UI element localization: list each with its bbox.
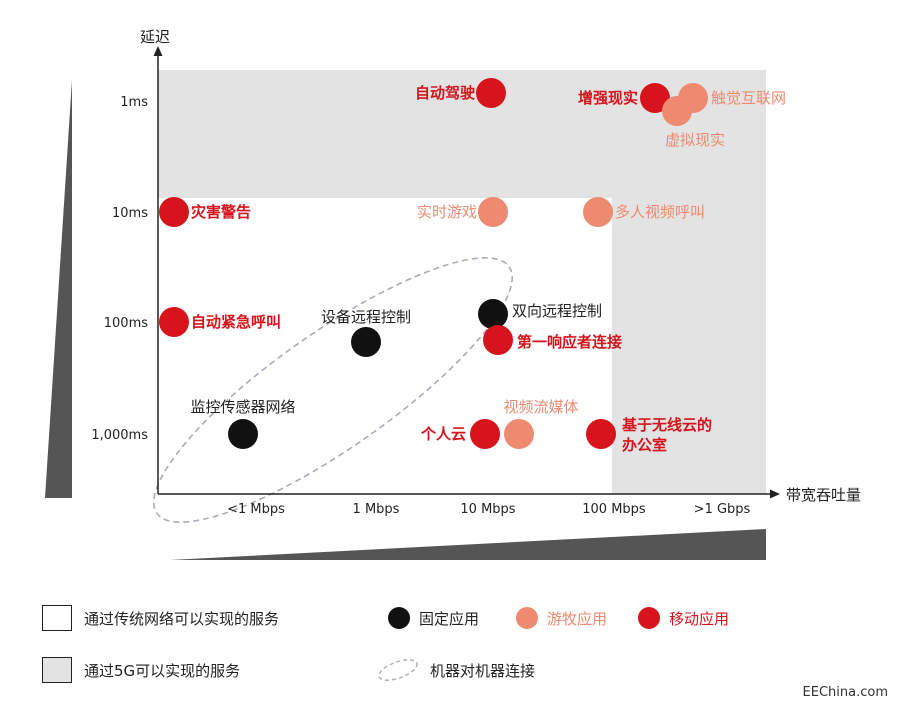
- y-axis-label: 延迟: [140, 28, 170, 46]
- latency-wedge: [45, 80, 72, 498]
- white-square-icon: [42, 605, 72, 631]
- bandwidth-wedge: [170, 529, 766, 560]
- data-point-label: 第一响应者连接: [517, 333, 622, 351]
- legend-fixed-label: 固定应用: [419, 609, 480, 628]
- latency-bandwidth-chart: 延迟 带宽吞吐量 1ms 10ms 100ms 1,000ms <1 Mbps 1 Mb…: [45, 28, 861, 560]
- y-tick-label: 1,000ms: [91, 428, 148, 443]
- x-axis-ticks: <1 Mbps 1 Mbps 10 Mbps 100 Mbps >1 Gbps: [227, 502, 750, 517]
- data-point-marker: [159, 307, 189, 337]
- data-point-label: 实时游戏: [417, 203, 477, 221]
- data-point-marker: [476, 78, 506, 108]
- y-tick-label: 10ms: [112, 206, 148, 221]
- x-tick-label: <1 Mbps: [227, 502, 285, 517]
- data-point-label: 灾害警告: [191, 203, 251, 221]
- data-point-marker: [351, 327, 381, 357]
- data-point-label: 双向远程控制: [512, 302, 602, 320]
- data-point-marker: [504, 419, 534, 449]
- legend-m2m-label: 机器对机器连接: [430, 661, 536, 680]
- data-point-label: 设备远程控制: [321, 308, 411, 326]
- x-axis-label: 带宽吞吐量: [786, 486, 861, 504]
- data-point-marker: [483, 325, 513, 355]
- x-tick-label: 100 Mbps: [582, 502, 646, 517]
- legend-gaming: 游牧应用: [516, 607, 607, 629]
- data-point-label: 自动驾驶: [415, 84, 475, 102]
- data-point-marker: [640, 83, 670, 113]
- legend-gaming-label: 游牧应用: [547, 609, 608, 628]
- legend-traditional: 通过传统网络可以实现的服务: [42, 605, 279, 631]
- data-point-label: 自动紧急呼叫: [191, 313, 281, 331]
- x-tick-label: >1 Gbps: [694, 502, 751, 517]
- data-point-marker: [586, 419, 616, 449]
- data-point-label: 个人云: [420, 425, 466, 443]
- data-point-label: 基于无线云的办公室: [621, 416, 712, 454]
- y-tick-label: 100ms: [104, 316, 148, 331]
- data-point-marker: [662, 96, 692, 126]
- salmon-dot-icon: [516, 607, 538, 629]
- y-tick-label: 1ms: [120, 95, 148, 110]
- legend-traditional-label: 通过传统网络可以实现的服务: [84, 609, 280, 628]
- data-point-label: 增强现实: [578, 89, 638, 107]
- legend-5g: 通过5G可以实现的服务: [42, 657, 240, 683]
- legend-5g-label: 通过5G可以实现的服务: [84, 661, 241, 680]
- data-point-marker: [583, 197, 613, 227]
- y-axis-ticks: 1ms 10ms 100ms 1,000ms: [91, 95, 148, 443]
- m2m-connection-ellipse: [152, 257, 514, 523]
- dashed-ellipse-icon: [378, 659, 418, 681]
- data-point-label: 虚拟现实: [665, 131, 725, 149]
- red-dot-icon: [638, 607, 660, 629]
- legend-mobile: 移动应用: [638, 607, 729, 629]
- x-tick-label: 10 Mbps: [460, 502, 515, 517]
- legend-mobile-label: 移动应用: [669, 609, 730, 628]
- data-point-marker: [470, 419, 500, 449]
- chart-axes: [153, 46, 780, 499]
- gray-square-icon: [42, 657, 72, 683]
- data-point-label: 视频流媒体: [503, 398, 578, 416]
- legend-fixed: 固定应用: [388, 607, 479, 629]
- watermark: EEChina.com: [802, 685, 888, 700]
- black-dot-icon: [388, 607, 410, 629]
- data-point-label: 监控传感器网络: [190, 398, 295, 416]
- data-point-marker: [228, 419, 258, 449]
- data-point-label: 多人视频呼叫: [615, 203, 705, 221]
- data-point-marker: [478, 299, 508, 329]
- data-point-marker: [478, 197, 508, 227]
- legend-m2m: 机器对机器连接: [376, 659, 535, 681]
- data-point-marker: [159, 197, 189, 227]
- x-tick-label: 1 Mbps: [353, 502, 400, 517]
- data-point-label: 触觉互联网: [711, 89, 786, 107]
